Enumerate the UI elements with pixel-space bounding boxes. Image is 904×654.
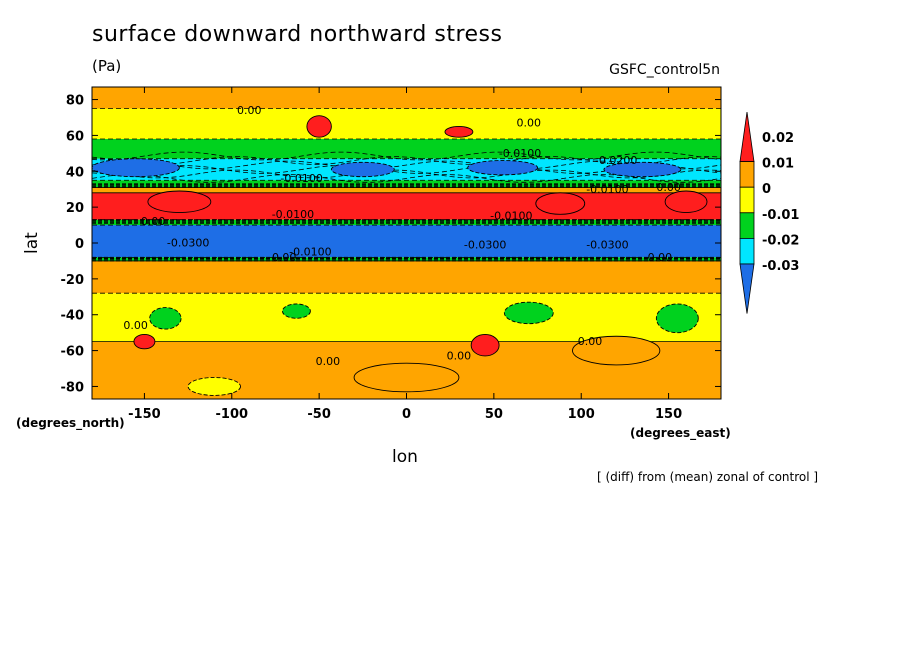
band-2 [92, 139, 721, 159]
contour-label-5: -0.0100 [586, 183, 628, 196]
contour-line-1 [92, 169, 721, 179]
x-axis-label: lon [392, 447, 418, 467]
blob-0 [147, 190, 212, 213]
blob-11 [149, 307, 182, 330]
colorbar-swatch-2 [739, 212, 755, 239]
blob-9 [133, 333, 156, 350]
x-tick-label-4: 50 [485, 407, 503, 422]
contour-label-8: -0.0100 [490, 210, 532, 223]
contour-label-2: -0.0100 [499, 147, 541, 160]
y-tick-label-7: 60 [66, 129, 84, 144]
blob-14 [655, 303, 699, 334]
colorbar-label-4: -0.02 [762, 233, 799, 248]
y-tick-label-1: -60 [61, 345, 85, 360]
blob-17 [187, 377, 241, 396]
colorbar-swatch-0 [739, 263, 755, 314]
contour-label-11: -0.0300 [464, 238, 506, 251]
y-tick-label-3: -20 [61, 273, 85, 288]
contour-label-15: 0.00 [648, 251, 673, 264]
blob-6 [603, 161, 682, 178]
contour-label-19: 0.00 [578, 335, 603, 348]
contour-label-4: -0.0100 [280, 172, 322, 185]
x-tick-label-0: -150 [128, 407, 161, 422]
chart-note: [ (diff) from (mean) zonal of control ] [597, 470, 819, 484]
blob-10 [470, 333, 500, 357]
blob-16 [572, 335, 661, 366]
contour-line-2 [92, 165, 721, 174]
band-5 [92, 187, 721, 193]
blob-5 [467, 160, 538, 176]
blob-12 [281, 303, 311, 319]
contour-label-10: -0.0300 [167, 237, 209, 250]
y-tick-label-0: -80 [61, 380, 85, 395]
contour-label-0: 0.00 [237, 104, 262, 117]
band-9 [92, 257, 721, 261]
blob-2 [664, 190, 708, 213]
blob-13 [503, 301, 554, 325]
colorbar-label-1: 0.01 [762, 157, 794, 172]
x-tick-label-2: -50 [307, 407, 331, 422]
y-tick-label-6: 40 [66, 165, 84, 180]
chart-title: surface downward northward stress [92, 22, 503, 47]
colorbar-swatch-5 [739, 111, 755, 163]
x-tick-label-1: -100 [216, 407, 249, 422]
x-unit-label: (degrees_east) [630, 426, 731, 440]
y-tick-label-8: 80 [66, 94, 84, 109]
colorbar-label-3: -0.01 [762, 208, 799, 223]
contour-label-14: 0.00 [272, 251, 297, 264]
y-tick-label-5: 20 [66, 201, 84, 216]
contour-label-13: -0.0100 [289, 246, 331, 259]
blob-15 [353, 362, 460, 393]
chart-units: (Pa) [92, 57, 122, 75]
contour-line-4 [92, 156, 721, 165]
band-11 [92, 293, 721, 342]
band-0 [92, 87, 721, 109]
y-tick-label-4: 0 [75, 237, 84, 252]
band-10 [92, 260, 721, 294]
colorbar-swatch-3 [739, 186, 755, 214]
plot-area: 0.000.00-0.0100-0.0200-0.0100-0.0100 0.00… [92, 87, 721, 399]
contour-line-5 [92, 151, 721, 161]
contour-label-1: 0.00 [517, 116, 542, 129]
contour-label-3: -0.0200 [595, 154, 637, 167]
blob-1 [535, 192, 586, 215]
contour-label-7: -0.0100 [272, 208, 314, 221]
y-unit-label: (degrees_north) [16, 416, 125, 430]
x-tick-label-6: 150 [655, 407, 682, 422]
x-tick-label-5: 100 [568, 407, 595, 422]
blob-7 [306, 115, 332, 138]
colorbar-swatch-4 [739, 161, 755, 188]
band-1 [92, 108, 721, 139]
contour-label-12: -0.0300 [586, 238, 628, 251]
contour-label-6: 0.00 [656, 181, 681, 194]
colorbar-label-0: 0.02 [762, 131, 794, 146]
contour-label-17: 0.00 [316, 355, 341, 368]
x-tick-label-3: 0 [402, 407, 411, 422]
colorbar-swatch-1 [739, 237, 755, 265]
contour-line-0 [92, 174, 721, 183]
axes: -150 -100 -50 0 50 100 150 -80 -60 -40 -20 0 20 40 60 8… [61, 87, 721, 422]
contour-label-16: 0.00 [123, 319, 148, 332]
contour-label-9: 0.00 [141, 215, 166, 228]
blob-3 [92, 158, 180, 178]
blob-4 [330, 161, 395, 178]
run-label: GSFC_control5n [609, 62, 720, 78]
blob-8 [444, 125, 474, 138]
colorbar-label-2: 0 [762, 182, 771, 197]
band-8 [92, 225, 721, 258]
contour-label-18: 0.00 [447, 350, 472, 363]
contour-line-3 [92, 160, 721, 170]
y-tick-label-2: -40 [61, 309, 85, 324]
band-3 [92, 158, 721, 181]
colorbar: 0.02 0.01 0 -0.01 -0.02 -0.03 [739, 111, 799, 314]
colorbar-label-5: -0.03 [762, 259, 799, 274]
